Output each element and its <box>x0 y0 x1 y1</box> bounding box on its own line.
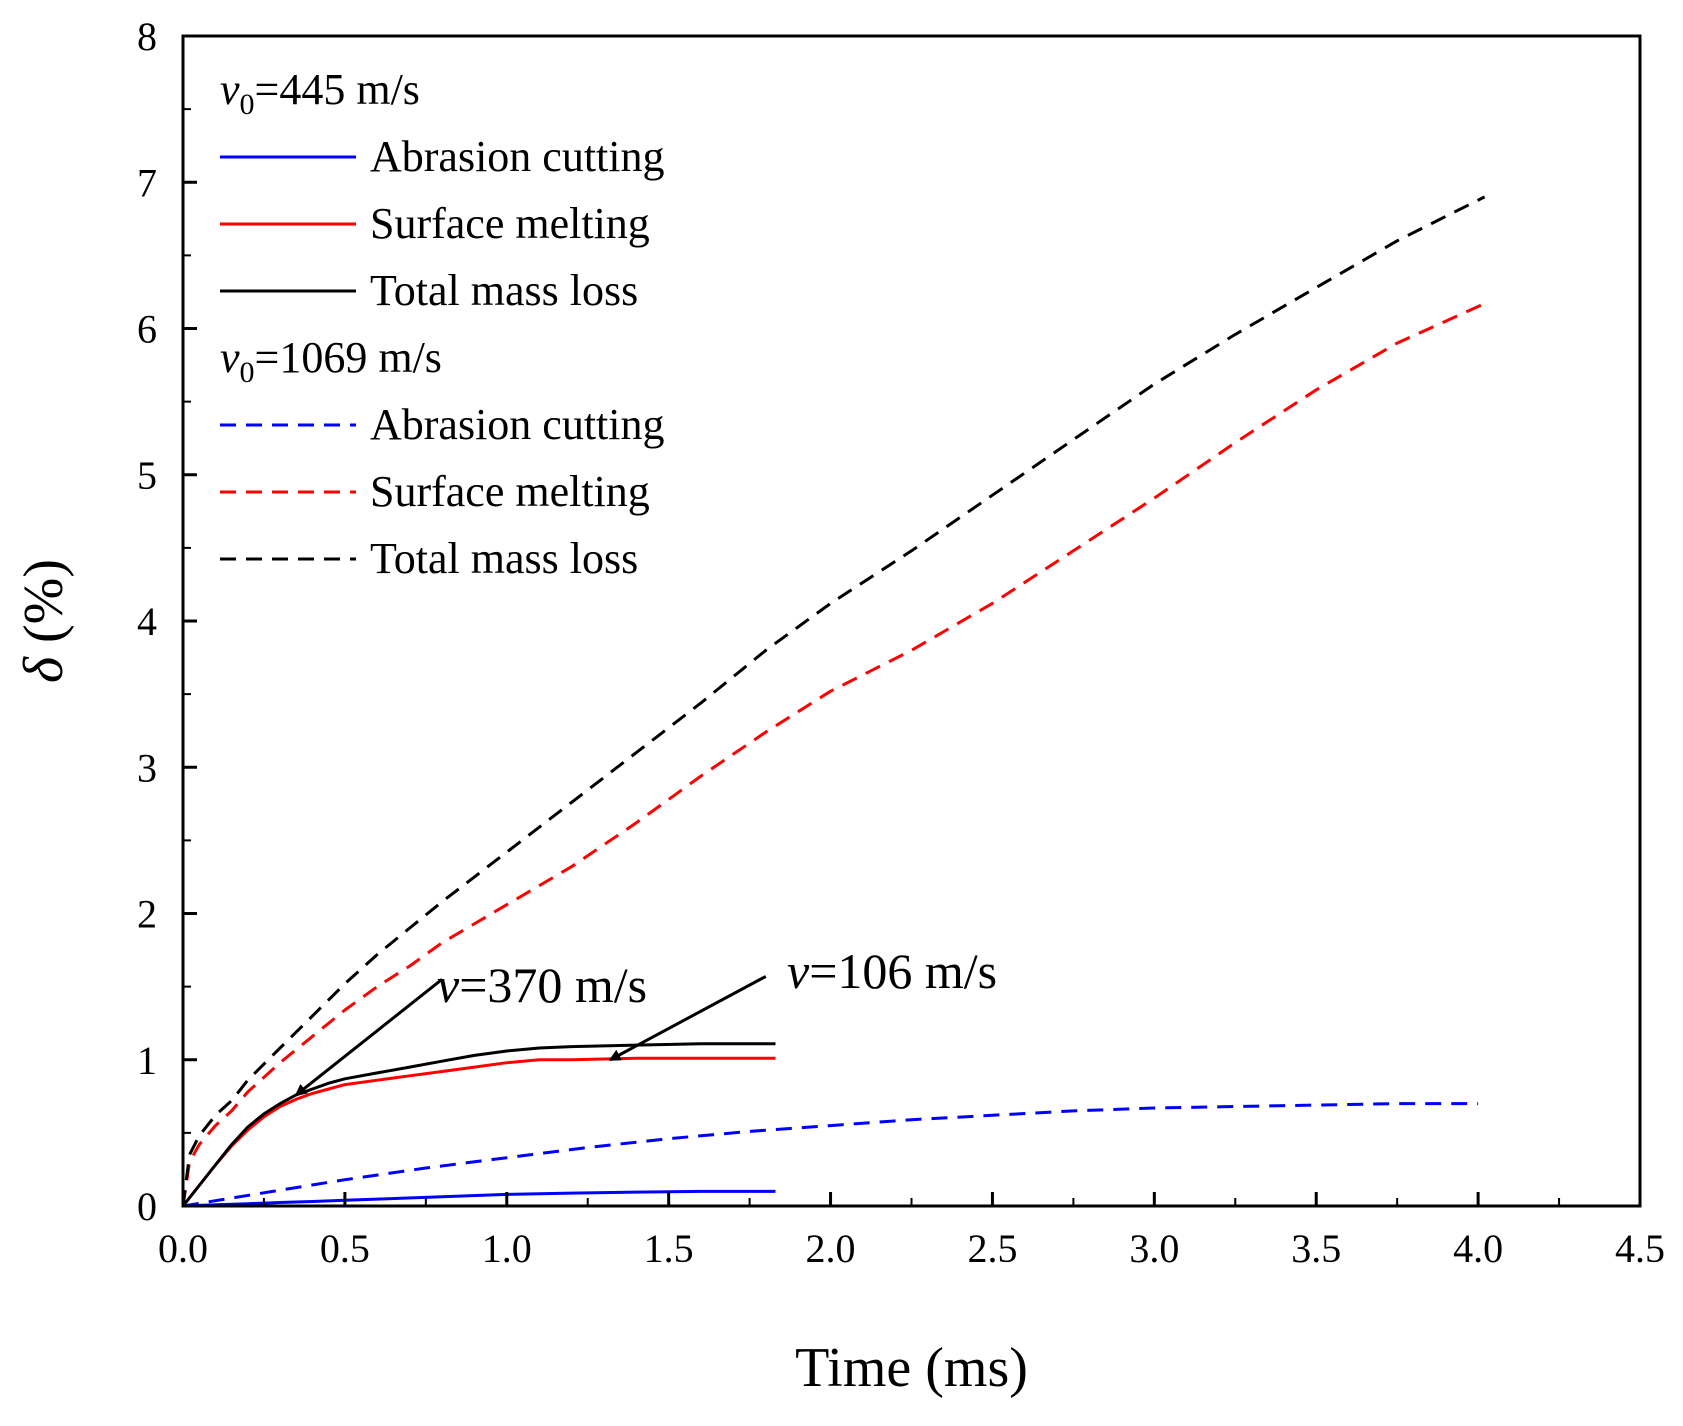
y-tick-label: 4 <box>137 599 157 644</box>
annotation-label: v=106 m/s <box>787 943 997 999</box>
series-line-abrasion-cutting-v0-1069-m-s <box>182 1102 1479 1208</box>
series-line-total-mass-loss-v0-445-m-s <box>181 1042 776 1207</box>
annotation-symbol: v <box>787 943 810 999</box>
y-axis-symbol: δ <box>13 656 75 683</box>
legend-label-surface-melting-v0-1069-m-s: Surface melting <box>370 467 650 516</box>
annotation-layer: v=370 m/s v=106 m/s <box>294 943 997 1097</box>
x-tick-label: 0.0 <box>158 1226 208 1271</box>
x-tick-label: 3.0 <box>1129 1226 1179 1271</box>
legend-title-value: =445 m/s <box>255 65 420 114</box>
x-tick-label: 1.0 <box>482 1226 532 1271</box>
y-axis-title: δ (%) <box>13 559 75 683</box>
x-tick-label: 4.0 <box>1453 1226 1503 1271</box>
y-tick-label: 2 <box>137 892 157 937</box>
legend-group-title: v0=445 m/s <box>220 65 420 121</box>
legend-title-symbol: v <box>220 65 240 114</box>
x-axis-title: Time (ms) <box>795 1337 1028 1399</box>
x-tick-label: 2.0 <box>806 1226 856 1271</box>
annotation-value: =370 m/s <box>459 957 647 1013</box>
legend-group-title: v0=1069 m/s <box>220 333 442 389</box>
x-tick-label: 4.5 <box>1615 1226 1665 1271</box>
legend-title-subscript: 0 <box>240 356 255 389</box>
y-tick-label: 0 <box>137 1184 157 1229</box>
y-tick-label: 3 <box>137 745 157 790</box>
y-axis-unit: (%) <box>13 559 75 657</box>
annotation-label: v=370 m/s <box>437 957 647 1013</box>
legend-label-abrasion-cutting-v0-445-m-s: Abrasion cutting <box>370 132 665 181</box>
x-tick-label: 2.5 <box>967 1226 1017 1271</box>
legend-label-abrasion-cutting-v0-1069-m-s: Abrasion cutting <box>370 400 665 449</box>
series-layer <box>181 195 1486 1208</box>
annotation-symbol: v <box>437 957 460 1013</box>
x-tick-label: 3.5 <box>1291 1226 1341 1271</box>
legend-title-symbol: v <box>220 333 240 382</box>
y-tick-label: 5 <box>137 453 157 498</box>
annotation-arrow <box>608 975 767 1062</box>
series-line-abrasion-cutting-v0-445-m-s <box>182 1189 776 1208</box>
annotation-arrow <box>294 978 443 1097</box>
y-tick-label: 8 <box>137 14 157 59</box>
legend-label-surface-melting-v0-445-m-s: Surface melting <box>370 199 650 248</box>
legend-title-subscript: 0 <box>240 88 255 121</box>
annotation-value: =106 m/s <box>809 943 997 999</box>
x-tick-label: 1.5 <box>644 1226 694 1271</box>
x-tick-label: 0.5 <box>320 1226 370 1271</box>
legend-label-total-mass-loss-v0-445-m-s: Total mass loss <box>370 266 638 315</box>
series-line-surface-melting-v0-445-m-s <box>181 1056 776 1207</box>
y-tick-label: 6 <box>137 307 157 352</box>
series-line-total-mass-loss-v0-1069-m-s <box>181 195 1486 1207</box>
legend-label-total-mass-loss-v0-1069-m-s: Total mass loss <box>370 534 638 583</box>
series-line-surface-melting-v0-1069-m-s <box>181 302 1486 1207</box>
tick-layer: 0.0 0.5 1.0 1.5 2.0 2.5 3.0 3.5 4.0 4.5 0 1 2 3 4 5 6 7 8 <box>137 14 1665 1271</box>
y-tick-label: 1 <box>137 1038 157 1083</box>
y-tick-label: 7 <box>137 160 157 205</box>
legend-title-value: =1069 m/s <box>255 333 442 382</box>
